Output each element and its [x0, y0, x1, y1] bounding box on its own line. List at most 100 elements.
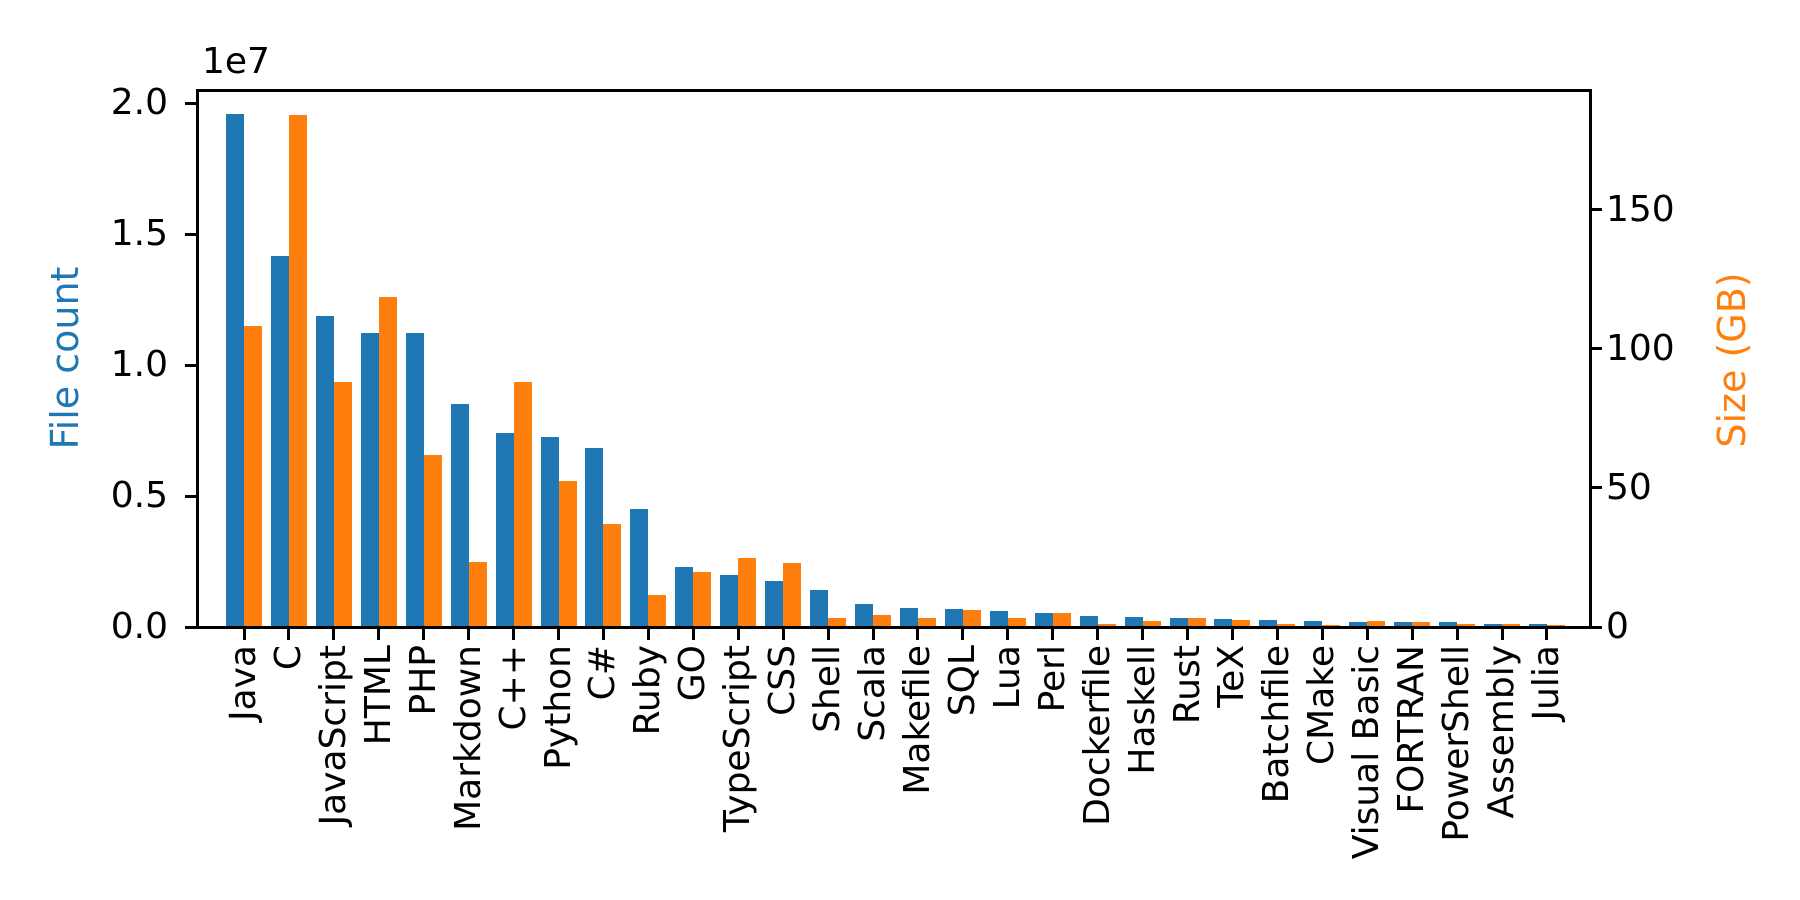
size-gb-bar — [962, 610, 981, 626]
size-gb-bar — [558, 481, 577, 626]
x-tick — [601, 628, 605, 640]
file-count-bar — [405, 333, 424, 626]
x-tick-label: Visual Basic — [1346, 645, 1388, 860]
size-gb-bar — [513, 382, 532, 626]
left-y-tick — [185, 232, 197, 236]
size-gb-bar — [693, 572, 712, 626]
left-y-tick-label: 1.0 — [110, 344, 168, 386]
x-tick — [1275, 628, 1279, 640]
file-count-bar — [1079, 616, 1098, 626]
size-gb-bar — [1502, 624, 1521, 626]
file-count-bar — [1394, 622, 1413, 626]
size-gb-bar — [873, 615, 892, 626]
size-gb-bar — [423, 455, 442, 626]
x-tick — [1141, 628, 1145, 640]
file-count-bar — [899, 608, 918, 626]
left-y-tick — [185, 625, 197, 629]
x-tick-label: TypeScript — [717, 645, 759, 833]
file-count-bar — [540, 437, 559, 626]
file-count-bar — [1214, 619, 1233, 626]
file-count-bar — [450, 404, 469, 626]
x-tick — [242, 628, 246, 640]
size-gb-bar — [1142, 621, 1161, 626]
size-gb-bar — [1097, 624, 1116, 626]
file-count-bar — [1124, 617, 1143, 626]
file-count-bar — [1034, 613, 1053, 626]
x-tick — [1365, 628, 1369, 640]
right-y-tick-label: 150 — [1606, 188, 1675, 230]
left-y-tick-label: 2.0 — [110, 82, 168, 124]
file-count-bar — [226, 114, 244, 626]
x-tick-label: GO — [672, 645, 714, 702]
x-tick — [1455, 628, 1459, 640]
file-count-bar — [315, 316, 334, 626]
x-tick-label: Java — [223, 645, 264, 722]
x-tick-label: JavaScript — [312, 645, 354, 826]
left-y-tick-label: 1.5 — [110, 213, 168, 255]
x-tick — [422, 628, 426, 640]
x-tick-label: CSS — [762, 645, 804, 716]
file-count-bar — [585, 448, 604, 626]
left-y-tick-label: 0.0 — [110, 606, 168, 647]
right-y-tick — [1590, 625, 1602, 629]
left-axis-offset-text: 1e7 — [202, 41, 270, 82]
x-tick-label: HTML — [357, 645, 399, 746]
x-tick — [1410, 628, 1414, 640]
right-y-tick — [1590, 486, 1602, 490]
x-tick-label: Python — [537, 645, 579, 770]
x-tick — [961, 628, 965, 640]
x-tick — [1096, 628, 1100, 640]
file-count-bar — [1259, 620, 1278, 626]
x-tick-label: Scala — [852, 645, 894, 742]
size-gb-bar — [917, 618, 936, 626]
x-tick-label: Perl — [1031, 645, 1073, 713]
x-tick-label: Shell — [807, 645, 849, 733]
x-tick — [646, 628, 650, 640]
size-gb-bar — [738, 558, 757, 626]
x-tick-label: CMake — [1301, 645, 1343, 765]
right-axis-title: Size (GB) — [1710, 272, 1754, 448]
x-tick-label: PowerShell — [1436, 645, 1478, 842]
right-y-tick-label: 100 — [1606, 327, 1675, 369]
right-y-tick-label: 0 — [1606, 606, 1629, 647]
file-count-bar — [1528, 624, 1547, 626]
x-tick — [377, 628, 381, 640]
size-gb-bar — [244, 326, 262, 626]
x-tick-label: Ruby — [627, 645, 669, 736]
size-gb-bar — [378, 297, 397, 626]
size-gb-bar — [828, 618, 847, 626]
x-tick-label: Haskell — [1121, 645, 1163, 775]
file-count-bar — [495, 433, 514, 626]
x-tick — [287, 628, 291, 640]
x-tick — [557, 628, 560, 640]
file-count-bar — [720, 575, 739, 626]
x-tick — [467, 628, 471, 640]
file-count-bar — [765, 581, 784, 626]
file-count-bar — [1349, 622, 1368, 626]
x-tick — [1051, 628, 1055, 640]
x-tick-label: Dockerfile — [1076, 645, 1118, 826]
file-count-bar — [1169, 618, 1188, 626]
left-y-tick — [185, 494, 197, 498]
x-tick-label: Batchfile — [1256, 645, 1298, 804]
x-tick-label: C — [267, 645, 309, 671]
size-gb-bar — [1322, 625, 1341, 626]
size-gb-bar — [288, 115, 307, 626]
file-count-bar — [675, 567, 694, 626]
file-count-bar — [989, 611, 1008, 626]
right-y-tick — [1590, 208, 1602, 212]
size-gb-bar — [1187, 618, 1206, 626]
x-tick-label: PHP — [402, 645, 444, 716]
x-tick — [1230, 628, 1234, 640]
file-count-bar — [1439, 622, 1458, 626]
x-tick-label: Julia — [1525, 645, 1567, 721]
x-tick-label: FORTRAN — [1391, 645, 1433, 814]
x-tick — [826, 628, 830, 640]
file-count-bar — [810, 590, 829, 626]
size-gb-bar — [1007, 618, 1026, 626]
file-count-bar — [855, 604, 874, 626]
x-tick — [691, 628, 695, 640]
x-tick-label: SQL — [941, 645, 983, 717]
right-y-tick-label: 50 — [1606, 466, 1652, 508]
